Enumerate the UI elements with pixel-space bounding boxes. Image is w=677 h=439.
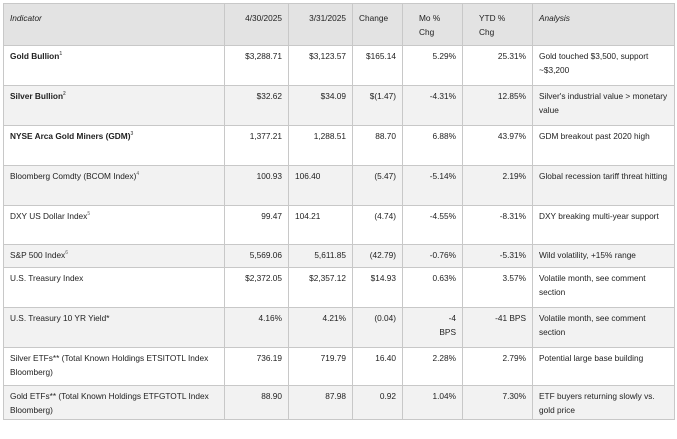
footnote-marker: 5: [87, 211, 91, 218]
change-cell: (0.04): [352, 307, 403, 348]
analysis-cell: GDM breakout past 2020 high: [532, 125, 675, 166]
analysis-cell: Silver's industrial value > monetary val…: [532, 85, 675, 126]
month-change-cell: 6.88%: [402, 125, 463, 166]
footnote-marker: 3: [130, 131, 134, 138]
ytd-change-cell: 3.57%: [462, 267, 533, 308]
month-change-cell: 2.28%: [402, 347, 463, 386]
indicator-cell: U.S. Treasury 10 YR Yield*: [3, 307, 225, 348]
ytd-change-cell: 2.79%: [462, 347, 533, 386]
change-cell: (42.79): [352, 244, 403, 268]
date-2-value-cell: $2,357.12: [288, 267, 353, 308]
indicator-cell: Gold Bullion1: [3, 45, 225, 86]
header-change: Change: [352, 3, 403, 46]
change-cell: 0.92: [352, 385, 403, 420]
date-2-value-cell: $3,123.57: [288, 45, 353, 86]
change-cell: $165.14: [352, 45, 403, 86]
header-date-2: 3/31/2025: [288, 3, 353, 46]
date-1-value-cell: 736.19: [224, 347, 289, 386]
indicator-cell: Bloomberg Comdty (BCOM Index)4: [3, 165, 225, 206]
month-change-cell: 0.63%: [402, 267, 463, 308]
month-change-cell: 1.04%: [402, 385, 463, 420]
date-1-value-cell: $32.62: [224, 85, 289, 126]
header-indicator: Indicator: [3, 3, 225, 46]
analysis-cell: Volatile month, see comment section: [532, 307, 675, 348]
header-analysis: Analysis: [532, 3, 675, 46]
analysis-cell: ETF buyers returning slowly vs. gold pri…: [532, 385, 675, 420]
ytd-change-cell: 7.30%: [462, 385, 533, 420]
footnote-marker: 4: [136, 171, 140, 178]
ytd-change-cell: 12.85%: [462, 85, 533, 126]
table-row: Silver Bullion2 $32.62 $34.09 $(1.47) -4.31%…: [3, 85, 675, 126]
analysis-cell: DXY breaking multi-year support: [532, 205, 675, 245]
month-change-cell: -0.76%: [402, 244, 463, 268]
market-indicators-table: Indicator 4/30/2025 3/31/2025 Change Mo …: [3, 3, 675, 420]
date-1-value-cell: 4.16%: [224, 307, 289, 348]
ytd-change-cell: 43.97%: [462, 125, 533, 166]
date-2-value-cell: 106.40: [288, 165, 353, 206]
indicator-cell: DXY US Dollar Index5: [3, 205, 225, 245]
date-2-value-cell: $34.09: [288, 85, 353, 126]
month-change-cell: -5.14%: [402, 165, 463, 206]
change-cell: $(1.47): [352, 85, 403, 126]
header-ytd-chg: YTD % Chg: [462, 3, 533, 46]
date-2-value-cell: 5,611.85: [288, 244, 353, 268]
table-row: Gold Bullion1 $3,288.71 $3,123.57 $165.14 5.…: [3, 45, 675, 86]
date-2-value-cell: 719.79: [288, 347, 353, 386]
footnote-marker: 1: [59, 51, 63, 58]
table-row: S&P 500 Index6 5,569.06 5,611.85 (42.79) -0.…: [3, 244, 675, 268]
date-1-value-cell: 5,569.06: [224, 244, 289, 268]
table-row: DXY US Dollar Index5 99.47 104.21 (4.74) -4.…: [3, 205, 675, 245]
date-1-value-cell: 99.47: [224, 205, 289, 245]
date-2-value-cell: 87.98: [288, 385, 353, 420]
indicator-cell: Silver Bullion2: [3, 85, 225, 126]
indicator-cell: S&P 500 Index6: [3, 244, 225, 268]
table-row: U.S. Treasury 10 YR Yield* 4.16% 4.21% (0.0…: [3, 307, 675, 348]
month-change-cell: -4 BPS: [402, 307, 463, 348]
date-1-value-cell: $2,372.05: [224, 267, 289, 308]
date-1-value-cell: 1,377.21: [224, 125, 289, 166]
header-row: Indicator 4/30/2025 3/31/2025 Change Mo …: [3, 3, 675, 46]
table-row: Silver ETFs** (Total Known Holdings ETSI…: [3, 347, 675, 386]
month-change-cell: -4.31%: [402, 85, 463, 126]
ytd-change-cell: -5.31%: [462, 244, 533, 268]
header-mo-chg: Mo % Chg: [402, 3, 463, 46]
footnote-marker: 6: [65, 250, 68, 257]
analysis-cell: Volatile month, see comment section: [532, 267, 675, 308]
indicator-cell: NYSE Arca Gold Miners (GDM)3: [3, 125, 225, 166]
header-date-1: 4/30/2025: [224, 3, 289, 46]
date-1-value-cell: 100.93: [224, 165, 289, 206]
table-row: Bloomberg Comdty (BCOM Index)4 100.93 106.…: [3, 165, 675, 206]
change-cell: 16.40: [352, 347, 403, 386]
footnote-marker: 2: [63, 91, 66, 98]
change-cell: 88.70: [352, 125, 403, 166]
table-row: Gold ETFs** (Total Known Holdings ETFGTO…: [3, 385, 675, 420]
analysis-cell: Global recession tariff threat hitting: [532, 165, 675, 206]
change-cell: (5.47): [352, 165, 403, 206]
date-1-value-cell: $3,288.71: [224, 45, 289, 86]
date-2-value-cell: 104.21: [288, 205, 353, 245]
analysis-cell: Potential large base building: [532, 347, 675, 386]
change-cell: (4.74): [352, 205, 403, 245]
date-2-value-cell: 4.21%: [288, 307, 353, 348]
indicator-cell: Silver ETFs** (Total Known Holdings ETSI…: [3, 347, 225, 386]
date-2-value-cell: 1,288.51: [288, 125, 353, 166]
ytd-change-cell: -41 BPS: [462, 307, 533, 348]
ytd-change-cell: 25.31%: [462, 45, 533, 86]
date-1-value-cell: 88.90: [224, 385, 289, 420]
month-change-cell: -4.55%: [402, 205, 463, 245]
indicator-cell: U.S. Treasury Index: [3, 267, 225, 308]
ytd-change-cell: 2.19%: [462, 165, 533, 206]
table-row: NYSE Arca Gold Miners (GDM)3 1,377.21 1,28…: [3, 125, 675, 166]
month-change-cell: 5.29%: [402, 45, 463, 86]
ytd-change-cell: -8.31%: [462, 205, 533, 245]
analysis-cell: Wild volatility, +15% range: [532, 244, 675, 268]
table-row: U.S. Treasury Index $2,372.05 $2,357.12 $14…: [3, 267, 675, 308]
indicator-cell: Gold ETFs** (Total Known Holdings ETFGTO…: [3, 385, 225, 420]
change-cell: $14.93: [352, 267, 403, 308]
analysis-cell: Gold touched $3,500, support ~$3,200: [532, 45, 675, 86]
